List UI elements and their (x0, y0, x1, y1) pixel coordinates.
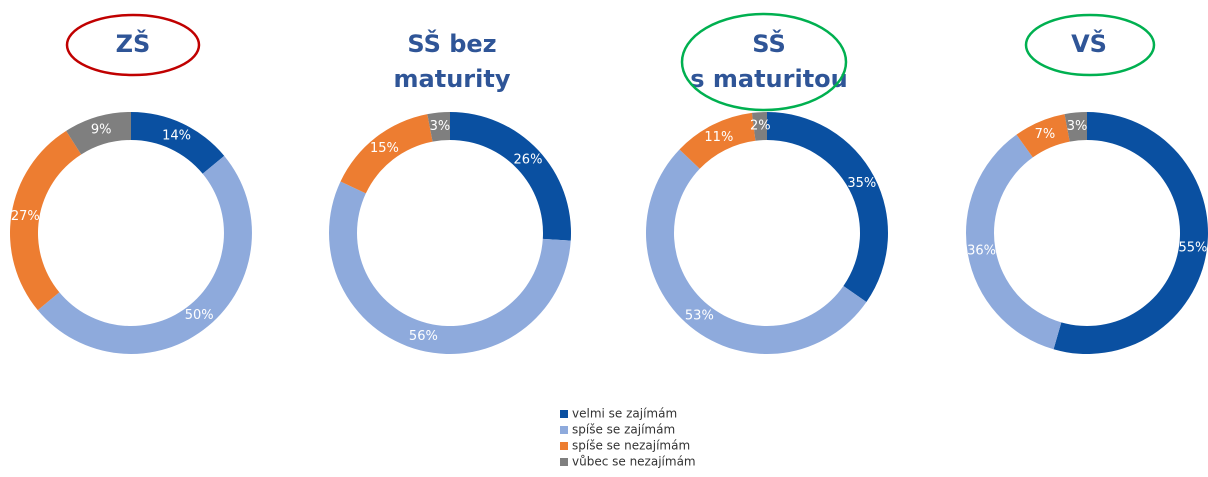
donut-segment (427, 112, 450, 142)
chart-title: s maturitou (690, 65, 848, 93)
data-label: 35% (847, 176, 876, 191)
donut-segment (751, 112, 767, 141)
data-label: 2% (750, 119, 771, 134)
data-label: 9% (91, 123, 112, 138)
donut-segment (1016, 114, 1070, 158)
donut-segment (340, 114, 433, 194)
donut-segment (450, 112, 571, 241)
donut-segment (1064, 112, 1087, 142)
highlight-ellipse (65, 13, 201, 77)
data-label: 53% (685, 308, 714, 323)
data-label: 36% (967, 244, 996, 259)
legend-label: velmi se zajímám (572, 407, 677, 421)
legend-swatch (560, 458, 568, 466)
data-label: 14% (162, 129, 191, 144)
donut-segment (767, 112, 888, 302)
donut-segment (679, 112, 756, 169)
donut-segment (328, 181, 571, 354)
legend-label: vůbec se nezajímám (572, 455, 696, 469)
data-label: 55% (1179, 240, 1208, 255)
data-label: 3% (1067, 119, 1088, 134)
donut-segment (131, 112, 225, 174)
highlight-ellipse (1024, 13, 1156, 77)
legend-swatch (560, 426, 568, 434)
data-label: 50% (185, 308, 214, 323)
legend-label: spíše se nezajímám (572, 439, 690, 453)
donut-segment (66, 112, 131, 155)
donut-segment (646, 149, 867, 354)
chart-title: SŠ bez (407, 28, 496, 58)
data-label: 27% (11, 209, 40, 224)
data-label: 3% (430, 119, 451, 134)
chart-title: maturity (394, 65, 511, 93)
legend-swatch (560, 410, 568, 418)
data-label: 56% (409, 329, 438, 344)
chart-title: ZŠ (116, 28, 151, 58)
data-label: 7% (1035, 127, 1056, 142)
donut-segment (37, 155, 252, 354)
data-label: 11% (704, 130, 733, 145)
donut-segment (1053, 112, 1208, 354)
data-label: 15% (370, 141, 399, 156)
chart-title: VŠ (1071, 28, 1107, 58)
legend-label: spíše se zajímám (572, 423, 675, 437)
legend-swatch (560, 442, 568, 450)
chart-title: SŠ (752, 28, 786, 58)
data-label: 26% (514, 152, 543, 167)
donut-segment (10, 130, 82, 311)
donut-segment (965, 134, 1062, 350)
highlight-ellipse (680, 12, 848, 112)
